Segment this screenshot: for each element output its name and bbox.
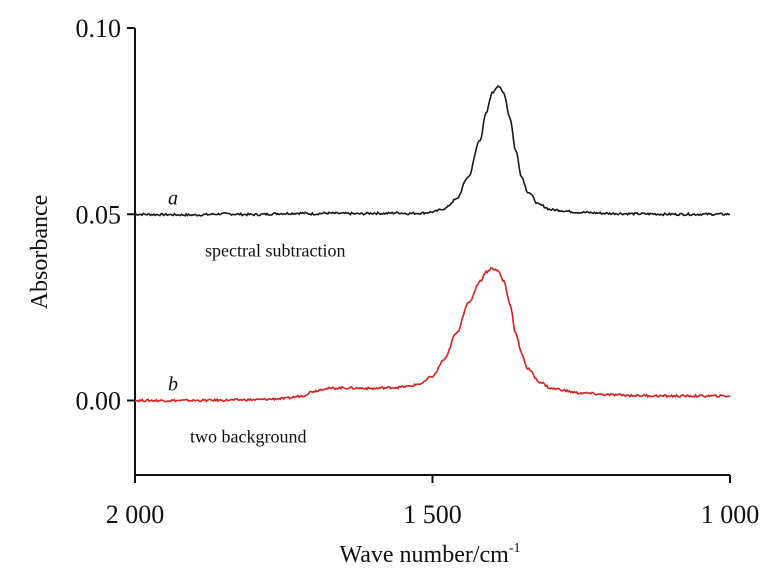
y-tick-label: 0.00 — [76, 387, 122, 416]
series-line-b — [134, 267, 731, 403]
series-line-a — [134, 85, 731, 217]
series-annotation-a: spectral subtraction — [205, 240, 345, 260]
series-annotation-b: two background — [190, 427, 306, 447]
x-axis-title-text: Wave number/cm — [339, 542, 509, 568]
series-annotations: a spectral subtraction b two background — [168, 187, 345, 446]
x-tick-label: 2 000 — [106, 500, 165, 529]
x-tick-label: 1 000 — [701, 500, 760, 529]
y-ticks: 0.00 0.05 0.10 — [76, 14, 135, 416]
labels: Absorbance Wave number/cm-1 — [27, 195, 521, 568]
y-tick-label: 0.10 — [76, 14, 122, 43]
series-label-a: a — [168, 187, 178, 209]
x-axis-title-superscript: -1 — [509, 541, 521, 556]
x-axis-title: Wave number/cm-1 — [339, 541, 520, 568]
series-lines — [134, 85, 731, 403]
x-ticks: 2 000 1 500 1 000 — [106, 475, 760, 529]
y-tick-label: 0.05 — [76, 200, 122, 229]
x-tick-label: 1 500 — [403, 500, 462, 529]
y-axis-title: Absorbance — [27, 195, 53, 310]
series-label-b: b — [168, 374, 178, 396]
